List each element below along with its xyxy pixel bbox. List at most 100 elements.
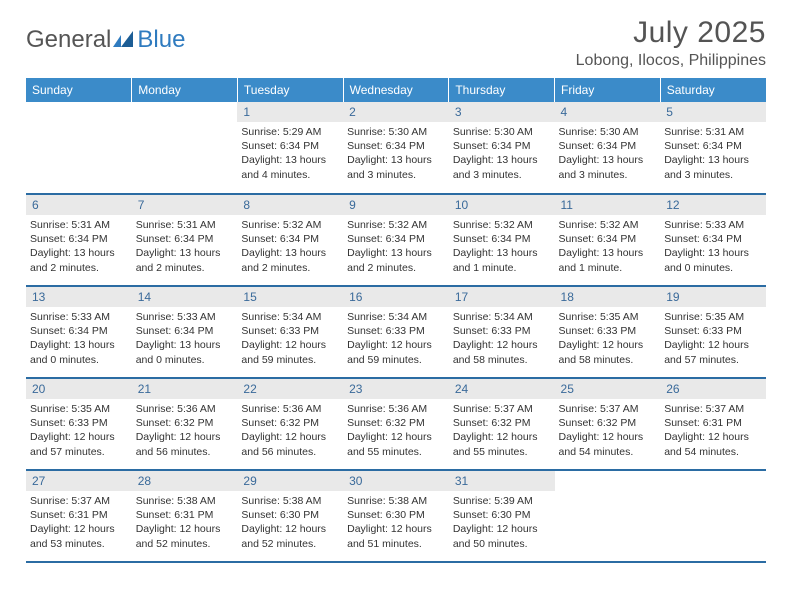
day-data: Sunrise: 5:37 AMSunset: 6:32 PMDaylight:… xyxy=(555,399,661,462)
day-number: 17 xyxy=(449,287,555,307)
day-data: Sunrise: 5:32 AMSunset: 6:34 PMDaylight:… xyxy=(555,215,661,278)
sunrise-text: Sunrise: 5:38 AM xyxy=(241,494,339,508)
sunset-text: Sunset: 6:32 PM xyxy=(241,416,339,430)
calendar-day-cell: 12Sunrise: 5:33 AMSunset: 6:34 PMDayligh… xyxy=(660,194,766,286)
calendar-day-cell: 21Sunrise: 5:36 AMSunset: 6:32 PMDayligh… xyxy=(132,378,238,470)
calendar-day-cell xyxy=(26,102,132,194)
daylight-text: Daylight: 13 hours and 1 minute. xyxy=(453,246,551,274)
day-data: Sunrise: 5:35 AMSunset: 6:33 PMDaylight:… xyxy=(555,307,661,370)
day-data: Sunrise: 5:36 AMSunset: 6:32 PMDaylight:… xyxy=(343,399,449,462)
daylight-text: Daylight: 13 hours and 2 minutes. xyxy=(136,246,234,274)
day-data: Sunrise: 5:37 AMSunset: 6:32 PMDaylight:… xyxy=(449,399,555,462)
calendar-day-cell: 24Sunrise: 5:37 AMSunset: 6:32 PMDayligh… xyxy=(449,378,555,470)
calendar-day-cell: 17Sunrise: 5:34 AMSunset: 6:33 PMDayligh… xyxy=(449,286,555,378)
day-data: Sunrise: 5:32 AMSunset: 6:34 PMDaylight:… xyxy=(237,215,343,278)
calendar-day-cell: 28Sunrise: 5:38 AMSunset: 6:31 PMDayligh… xyxy=(132,470,238,562)
daylight-text: Daylight: 12 hours and 56 minutes. xyxy=(136,430,234,458)
calendar-day-cell: 25Sunrise: 5:37 AMSunset: 6:32 PMDayligh… xyxy=(555,378,661,470)
weekday-header: Sunday xyxy=(26,78,132,102)
calendar-day-cell: 23Sunrise: 5:36 AMSunset: 6:32 PMDayligh… xyxy=(343,378,449,470)
sunrise-text: Sunrise: 5:32 AM xyxy=(241,218,339,232)
sunset-text: Sunset: 6:34 PM xyxy=(241,232,339,246)
day-number: 23 xyxy=(343,379,449,399)
sunset-text: Sunset: 6:34 PM xyxy=(664,232,762,246)
day-number: 28 xyxy=(132,471,238,491)
calendar-day-cell: 5Sunrise: 5:31 AMSunset: 6:34 PMDaylight… xyxy=(660,102,766,194)
day-data: Sunrise: 5:34 AMSunset: 6:33 PMDaylight:… xyxy=(343,307,449,370)
daylight-text: Daylight: 12 hours and 58 minutes. xyxy=(559,338,657,366)
sunrise-text: Sunrise: 5:37 AM xyxy=(453,402,551,416)
day-data: Sunrise: 5:38 AMSunset: 6:30 PMDaylight:… xyxy=(237,491,343,554)
sunrise-text: Sunrise: 5:32 AM xyxy=(559,218,657,232)
day-data: Sunrise: 5:33 AMSunset: 6:34 PMDaylight:… xyxy=(26,307,132,370)
day-number: 25 xyxy=(555,379,661,399)
day-data: Sunrise: 5:34 AMSunset: 6:33 PMDaylight:… xyxy=(237,307,343,370)
sunrise-text: Sunrise: 5:30 AM xyxy=(347,125,445,139)
calendar-day-cell: 20Sunrise: 5:35 AMSunset: 6:33 PMDayligh… xyxy=(26,378,132,470)
sunrise-text: Sunrise: 5:34 AM xyxy=(453,310,551,324)
calendar-table: Sunday Monday Tuesday Wednesday Thursday… xyxy=(26,78,766,563)
daylight-text: Daylight: 12 hours and 59 minutes. xyxy=(241,338,339,366)
sunrise-text: Sunrise: 5:36 AM xyxy=(136,402,234,416)
sunset-text: Sunset: 6:33 PM xyxy=(664,324,762,338)
daylight-text: Daylight: 13 hours and 3 minutes. xyxy=(453,153,551,181)
sunrise-text: Sunrise: 5:38 AM xyxy=(347,494,445,508)
sunrise-text: Sunrise: 5:32 AM xyxy=(453,218,551,232)
sunrise-text: Sunrise: 5:32 AM xyxy=(347,218,445,232)
day-number: 26 xyxy=(660,379,766,399)
weekday-header: Tuesday xyxy=(237,78,343,102)
sunrise-text: Sunrise: 5:35 AM xyxy=(559,310,657,324)
calendar-day-cell: 31Sunrise: 5:39 AMSunset: 6:30 PMDayligh… xyxy=(449,470,555,562)
day-data: Sunrise: 5:30 AMSunset: 6:34 PMDaylight:… xyxy=(555,122,661,185)
calendar-day-cell: 2Sunrise: 5:30 AMSunset: 6:34 PMDaylight… xyxy=(343,102,449,194)
day-data: Sunrise: 5:38 AMSunset: 6:31 PMDaylight:… xyxy=(132,491,238,554)
logo-text-1: General xyxy=(26,26,111,54)
day-data: Sunrise: 5:31 AMSunset: 6:34 PMDaylight:… xyxy=(26,215,132,278)
sunrise-text: Sunrise: 5:34 AM xyxy=(241,310,339,324)
day-data: Sunrise: 5:30 AMSunset: 6:34 PMDaylight:… xyxy=(343,122,449,185)
calendar-day-cell: 22Sunrise: 5:36 AMSunset: 6:32 PMDayligh… xyxy=(237,378,343,470)
day-data: Sunrise: 5:33 AMSunset: 6:34 PMDaylight:… xyxy=(132,307,238,370)
sunset-text: Sunset: 6:30 PM xyxy=(347,508,445,522)
sunset-text: Sunset: 6:33 PM xyxy=(347,324,445,338)
location-text: Lobong, Ilocos, Philippines xyxy=(576,52,766,70)
calendar-week-row: 1Sunrise: 5:29 AMSunset: 6:34 PMDaylight… xyxy=(26,102,766,194)
day-data: Sunrise: 5:39 AMSunset: 6:30 PMDaylight:… xyxy=(449,491,555,554)
daylight-text: Daylight: 13 hours and 2 minutes. xyxy=(347,246,445,274)
daylight-text: Daylight: 12 hours and 52 minutes. xyxy=(241,522,339,550)
sunset-text: Sunset: 6:34 PM xyxy=(30,232,128,246)
calendar-day-cell: 27Sunrise: 5:37 AMSunset: 6:31 PMDayligh… xyxy=(26,470,132,562)
sunset-text: Sunset: 6:32 PM xyxy=(559,416,657,430)
sunrise-text: Sunrise: 5:33 AM xyxy=(30,310,128,324)
day-data: Sunrise: 5:36 AMSunset: 6:32 PMDaylight:… xyxy=(237,399,343,462)
sunset-text: Sunset: 6:33 PM xyxy=(30,416,128,430)
calendar-day-cell: 9 Sunrise: 5:32 AMSunset: 6:34 PMDaylight… xyxy=(343,194,449,286)
calendar-day-cell: 30Sunrise: 5:38 AMSunset: 6:30 PMDayligh… xyxy=(343,470,449,562)
sunset-text: Sunset: 6:34 PM xyxy=(347,232,445,246)
calendar-week-row: 27Sunrise: 5:37 AMSunset: 6:31 PMDayligh… xyxy=(26,470,766,562)
day-data: Sunrise: 5:38 AMSunset: 6:30 PMDaylight:… xyxy=(343,491,449,554)
day-data: Sunrise: 5:37 AMSunset: 6:31 PMDaylight:… xyxy=(660,399,766,462)
sunset-text: Sunset: 6:34 PM xyxy=(453,232,551,246)
sunset-text: Sunset: 6:31 PM xyxy=(664,416,762,430)
sunrise-text: Sunrise: 5:37 AM xyxy=(664,402,762,416)
sunset-text: Sunset: 6:34 PM xyxy=(30,324,128,338)
daylight-text: Daylight: 13 hours and 2 minutes. xyxy=(241,246,339,274)
daylight-text: Daylight: 13 hours and 3 minutes. xyxy=(664,153,762,181)
day-number: 24 xyxy=(449,379,555,399)
day-number: 15 xyxy=(237,287,343,307)
weekday-header: Thursday xyxy=(449,78,555,102)
sunrise-text: Sunrise: 5:37 AM xyxy=(559,402,657,416)
day-number: 9 xyxy=(343,195,449,215)
daylight-text: Daylight: 13 hours and 1 minute. xyxy=(559,246,657,274)
calendar-day-cell: 7Sunrise: 5:31 AMSunset: 6:34 PMDaylight… xyxy=(132,194,238,286)
calendar-day-cell: 19Sunrise: 5:35 AMSunset: 6:33 PMDayligh… xyxy=(660,286,766,378)
sunrise-text: Sunrise: 5:29 AM xyxy=(241,125,339,139)
month-title: July 2025 xyxy=(576,16,766,50)
sunrise-text: Sunrise: 5:33 AM xyxy=(136,310,234,324)
sunrise-text: Sunrise: 5:36 AM xyxy=(347,402,445,416)
header-row: General Blue July 2025 Lobong, Ilocos, P… xyxy=(26,16,766,70)
sunset-text: Sunset: 6:34 PM xyxy=(453,139,551,153)
day-data: Sunrise: 5:35 AMSunset: 6:33 PMDaylight:… xyxy=(26,399,132,462)
calendar-day-cell: 10Sunrise: 5:32 AMSunset: 6:34 PMDayligh… xyxy=(449,194,555,286)
